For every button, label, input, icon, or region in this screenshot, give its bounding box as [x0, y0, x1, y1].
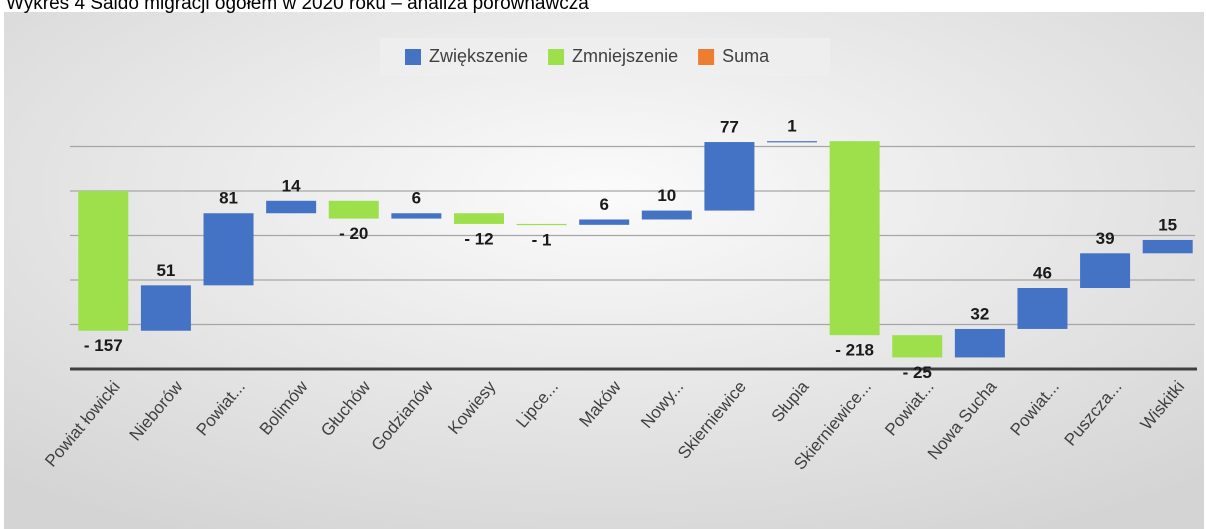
data-label: 1: [787, 117, 796, 136]
data-label: 15: [1158, 215, 1177, 234]
bar: [767, 141, 818, 143]
bar: [1080, 253, 1131, 289]
data-label: 77: [720, 118, 739, 137]
bar: [954, 328, 1005, 358]
legend-swatch: [405, 49, 421, 65]
bar: [1142, 239, 1193, 254]
data-label: 51: [156, 261, 175, 280]
bar: [516, 223, 567, 226]
bar: [892, 335, 943, 358]
legend-label: Suma: [722, 46, 770, 66]
bar: [704, 142, 755, 211]
bar: [829, 141, 880, 336]
data-label: - 157: [84, 336, 123, 355]
data-label: 6: [412, 189, 421, 208]
legend-label: Zwiększenie: [429, 46, 528, 66]
chart-title: Wykres 4 Saldo migracji ogółem w 2020 ro…: [6, 0, 589, 14]
legend-swatch: [698, 49, 715, 65]
data-label: 10: [657, 186, 676, 205]
data-label: 39: [1096, 229, 1115, 248]
data-label: 81: [219, 189, 238, 208]
bar: [579, 219, 630, 225]
bar: [140, 285, 191, 331]
bar: [1017, 288, 1068, 329]
legend-label: Zmniejszenie: [572, 46, 678, 66]
bar: [453, 213, 504, 224]
bar: [391, 213, 442, 219]
data-label: - 25: [903, 363, 932, 382]
legend-swatch: [548, 49, 565, 65]
chart-background: [4, 12, 1204, 529]
data-label: - 218: [835, 341, 874, 360]
data-label: - 20: [339, 224, 368, 243]
data-label: - 1: [532, 230, 552, 249]
data-label: 14: [282, 176, 301, 195]
bar: [266, 200, 317, 214]
bar: [641, 210, 692, 220]
data-label: - 12: [464, 229, 493, 248]
data-label: 6: [599, 195, 608, 214]
bar: [78, 191, 129, 331]
data-label: 46: [1033, 263, 1052, 282]
bar: [203, 213, 254, 286]
data-label: 32: [970, 304, 989, 323]
bar: [328, 200, 379, 219]
legend-box: [380, 38, 830, 76]
